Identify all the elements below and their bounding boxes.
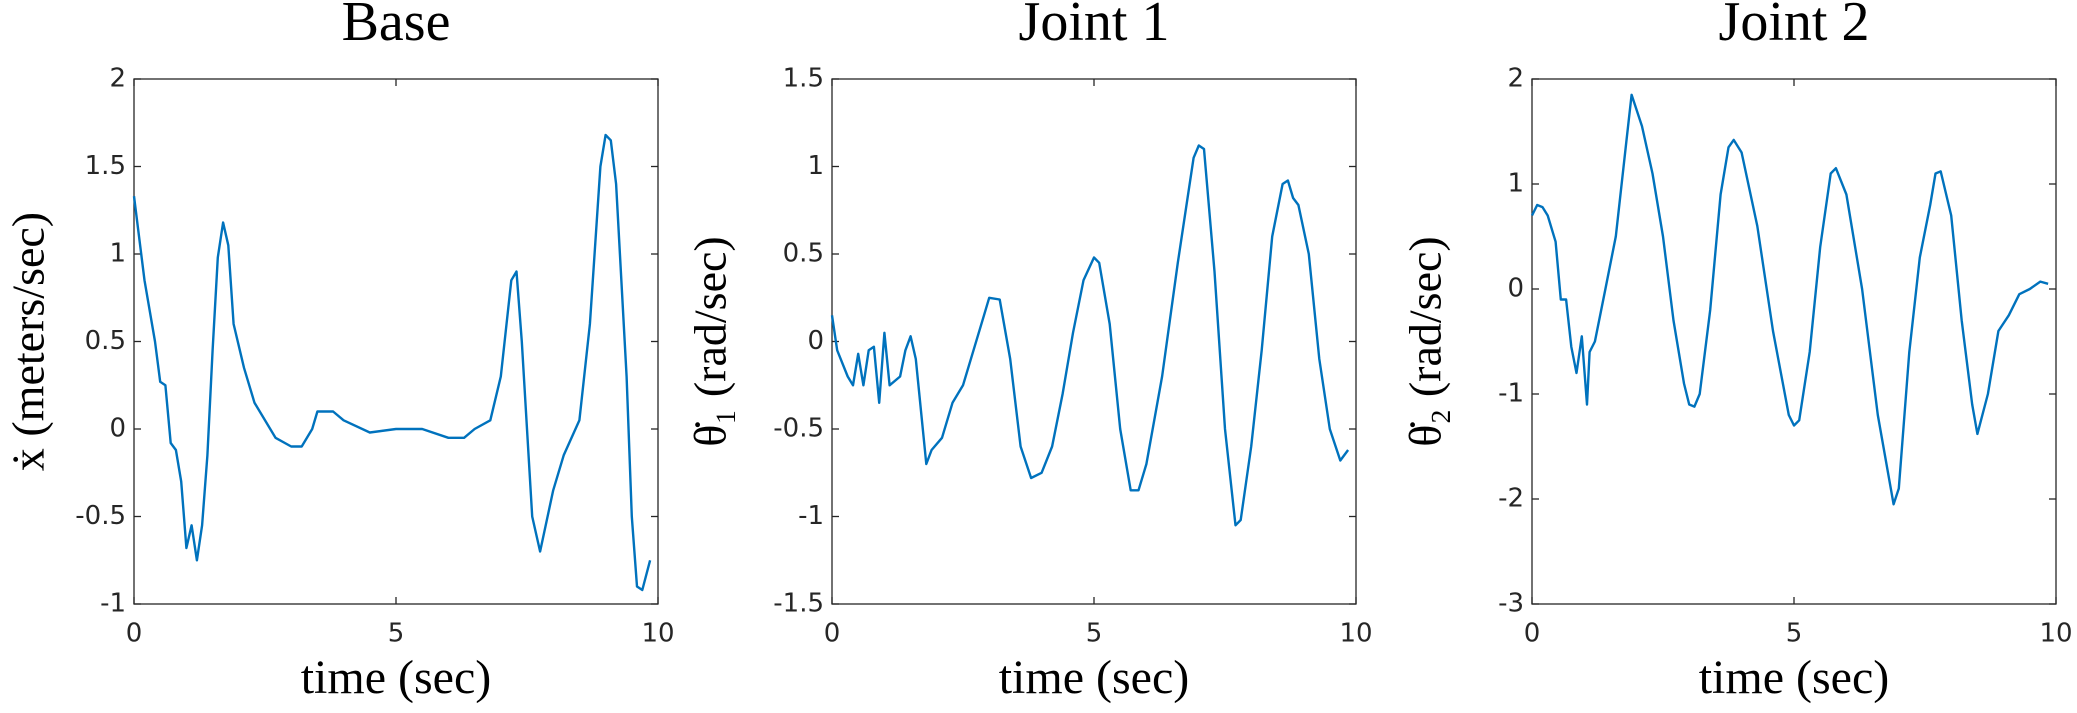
- y-tick-label: -3: [1498, 589, 1524, 619]
- y-tick-label: 0: [1507, 274, 1524, 304]
- y-tick-label: 0.5: [85, 326, 126, 356]
- chart-title: Base: [342, 0, 451, 53]
- y-axis-label: θ̇₁ (rad/sec): [685, 236, 736, 446]
- x-tick-label: 0: [824, 619, 841, 649]
- data-line: [1530, 93, 2049, 506]
- y-tick-label: 1.5: [783, 64, 824, 94]
- axes-box: [1531, 78, 2057, 605]
- x-axis-label: time (sec): [999, 651, 1190, 704]
- y-tick-label: -1: [798, 501, 824, 531]
- x-tick-label: 10: [641, 619, 674, 649]
- x-tick-label: 0: [1524, 619, 1541, 649]
- y-tick-label: 2: [1507, 64, 1524, 94]
- y-tick-label: 1: [109, 239, 126, 269]
- x-tick-label: 5: [388, 619, 405, 649]
- x-axis-label: time (sec): [1699, 651, 1890, 704]
- y-tick-label: 0.5: [783, 239, 824, 269]
- y-tick-label: 1: [807, 151, 824, 181]
- x-axis-label: time (sec): [301, 651, 492, 704]
- y-tick-label: 0: [807, 326, 824, 356]
- y-tick-label: 1.5: [85, 151, 126, 181]
- y-axis-label: θ̇₂ (rad/sec): [1400, 236, 1451, 446]
- y-tick-label: 0: [109, 414, 126, 444]
- data-line: [830, 144, 1350, 527]
- x-tick-label: 0: [126, 619, 143, 649]
- y-axis-label: ẋ (meters/sec): [3, 212, 54, 471]
- y-tick-label: -0.5: [75, 501, 126, 531]
- y-tick-label: -1: [1498, 379, 1524, 409]
- x-tick-label: 10: [1339, 619, 1372, 649]
- chart-title: Joint 2: [1719, 0, 1870, 53]
- y-tick-label: -1: [100, 589, 126, 619]
- y-tick-label: -1.5: [773, 589, 824, 619]
- x-tick-label: 5: [1786, 619, 1803, 649]
- x-tick-label: 5: [1086, 619, 1103, 649]
- y-tick-label: -2: [1498, 484, 1524, 514]
- chart-title: Joint 1: [1019, 0, 1170, 53]
- data-line: [132, 133, 652, 592]
- y-tick-label: 1: [1507, 169, 1524, 199]
- y-tick-label: 2: [109, 64, 126, 94]
- y-tick-label: -0.5: [773, 414, 824, 444]
- x-tick-label: 10: [2039, 619, 2072, 649]
